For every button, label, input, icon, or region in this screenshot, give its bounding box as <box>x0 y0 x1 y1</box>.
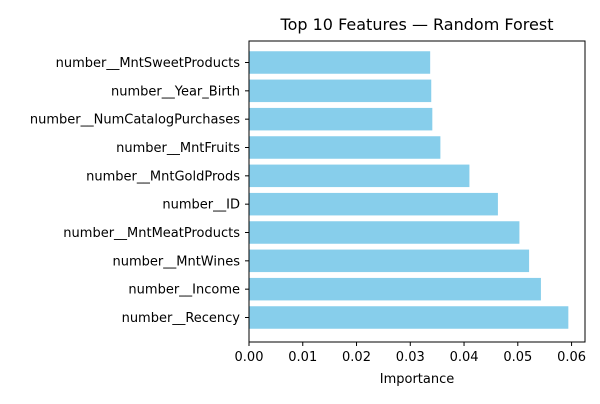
y-tick-label-2: number__MntWines <box>113 254 241 269</box>
bar-4 <box>249 192 498 216</box>
y-tick-label-4: number__ID <box>162 198 240 213</box>
chart-title: Top 10 Features — Random Forest <box>280 15 554 34</box>
x-tick-label-1: 0.01 <box>288 350 317 365</box>
x-tick-label-6: 0.06 <box>557 350 586 365</box>
axes-group: number__Recency number__Income number__Mnt… <box>30 40 586 365</box>
bars-group <box>249 51 569 329</box>
x-tick-label-2: 0.02 <box>342 350 371 365</box>
bar-9 <box>249 51 431 74</box>
y-tick-label-9: number__MntSweetProducts <box>56 56 241 71</box>
x-tick-label-4: 0.04 <box>450 350 479 365</box>
y-tick-label-6: number__MntFruits <box>116 141 240 156</box>
bar-8 <box>249 79 432 103</box>
x-tick-label-0: 0.00 <box>235 350 264 365</box>
bar-1 <box>249 277 541 301</box>
y-tick-label-3: number__MntMeatProducts <box>63 226 240 241</box>
bar-0 <box>249 306 569 329</box>
bar-5 <box>249 164 470 188</box>
y-tick-label-1: number__Income <box>128 283 240 298</box>
bar-6 <box>249 136 441 159</box>
bar-7 <box>249 107 433 131</box>
x-axis-label: Importance <box>380 372 455 387</box>
y-tick-label-0: number__Recency <box>122 311 241 326</box>
y-tick-label-7: number__NumCatalogPurchases <box>30 113 240 128</box>
plot-frame <box>248 40 586 343</box>
bar-3 <box>249 221 520 244</box>
x-tick-label-3: 0.03 <box>396 350 425 365</box>
bar-2 <box>249 249 530 273</box>
y-tick-label-5: number__MntGoldProds <box>86 169 240 184</box>
y-tick-label-8: number__Year_Birth <box>111 84 240 99</box>
x-tick-label-5: 0.05 <box>503 350 532 365</box>
